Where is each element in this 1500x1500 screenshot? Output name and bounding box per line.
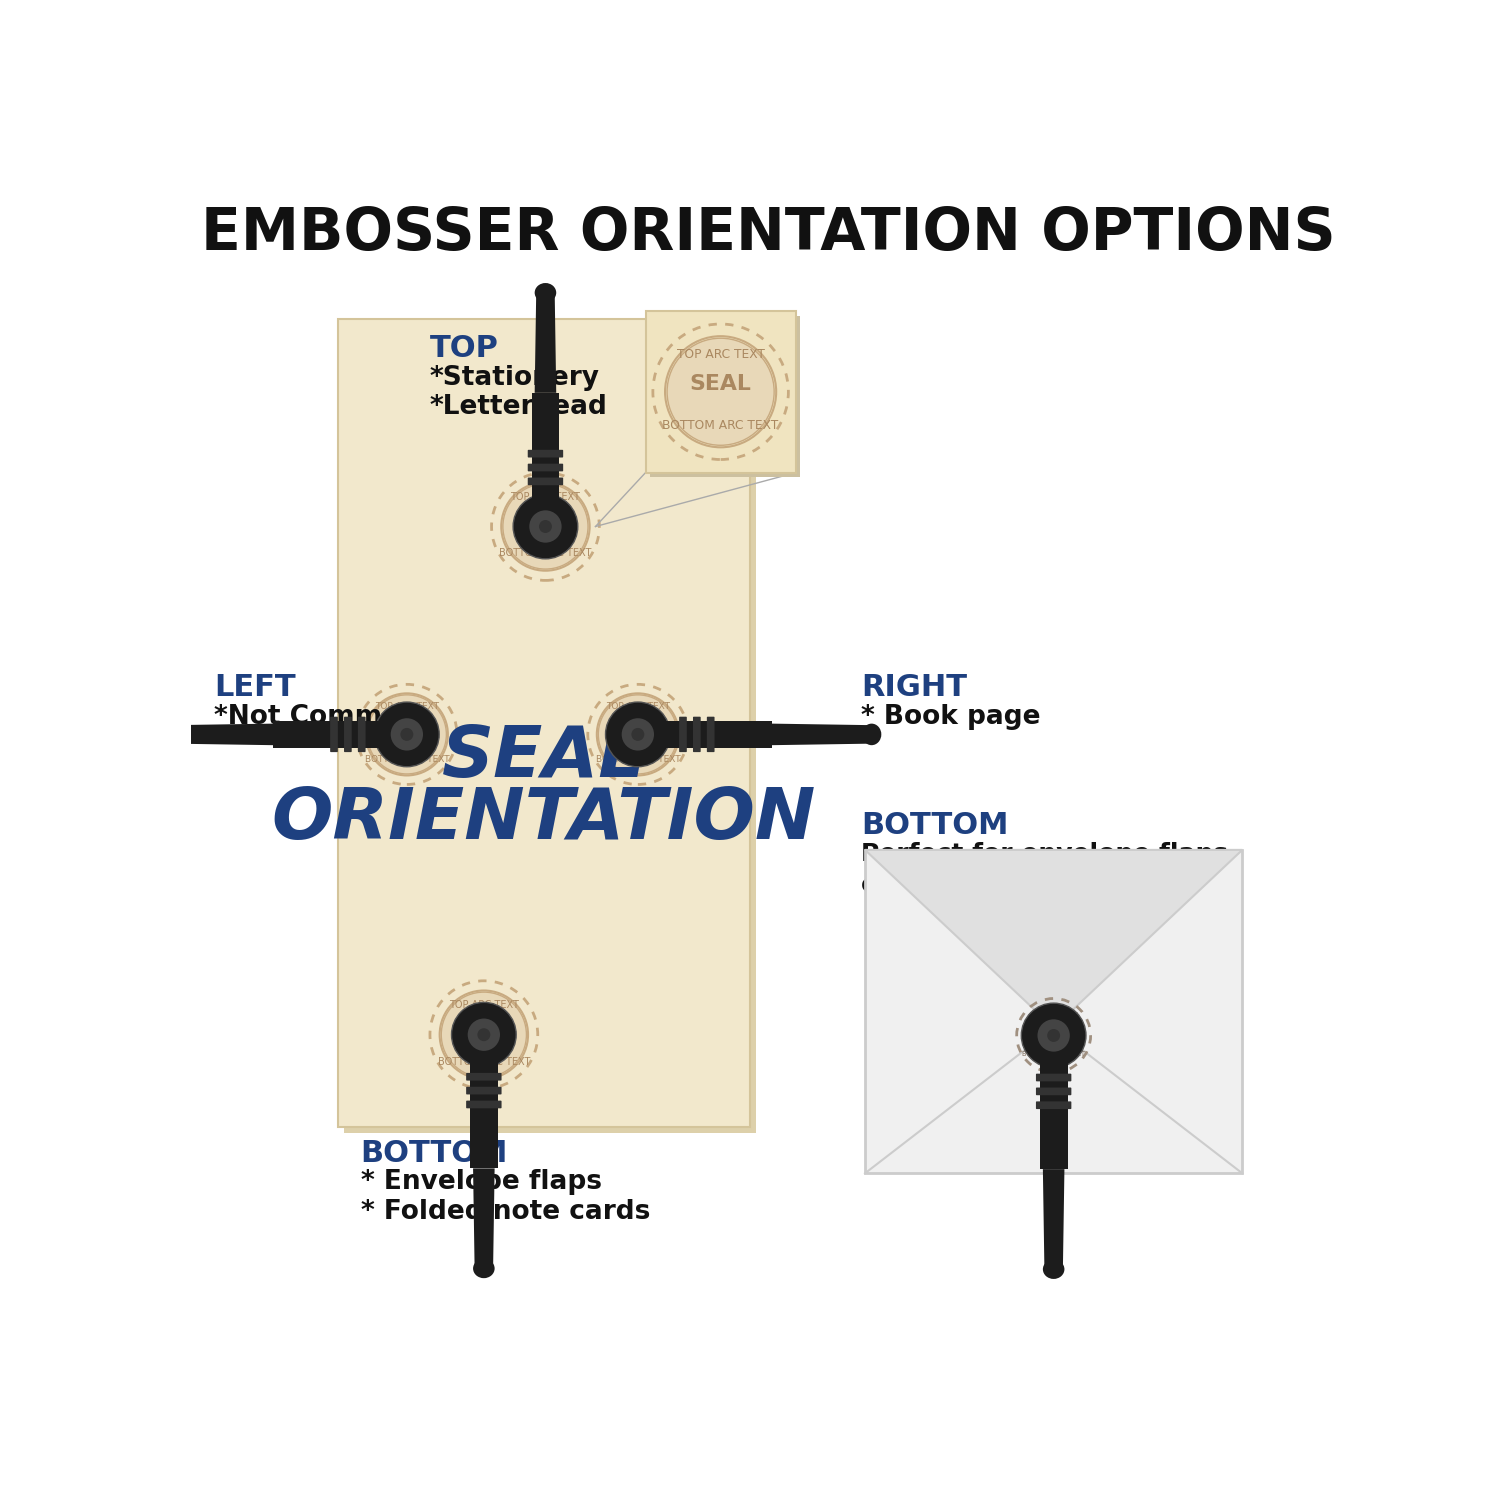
Text: SEAL: SEAL <box>690 374 752 393</box>
FancyBboxPatch shape <box>466 1072 501 1080</box>
FancyBboxPatch shape <box>531 393 560 501</box>
Text: TOP ARC TEXT: TOP ARC TEXT <box>448 1000 519 1010</box>
Circle shape <box>621 718 654 750</box>
Text: TOP ARC TEXT: TOP ARC TEXT <box>606 702 670 711</box>
Text: TOP ARC TEXT: TOP ARC TEXT <box>375 702 440 711</box>
FancyBboxPatch shape <box>466 1088 501 1095</box>
Text: * Envelope flaps: * Envelope flaps <box>360 1170 602 1196</box>
Circle shape <box>468 1019 500 1052</box>
Circle shape <box>477 1028 490 1041</box>
Text: *Letterhead: *Letterhead <box>430 394 608 420</box>
Circle shape <box>538 520 552 532</box>
Text: BOTTOM ARC TEXT: BOTTOM ARC TEXT <box>663 419 778 432</box>
FancyBboxPatch shape <box>706 717 714 752</box>
FancyBboxPatch shape <box>470 1060 498 1168</box>
Text: *Not Common: *Not Common <box>214 704 420 729</box>
Text: SEAL: SEAL <box>384 722 430 736</box>
Polygon shape <box>534 292 556 393</box>
Ellipse shape <box>862 723 882 746</box>
Circle shape <box>1038 1020 1070 1052</box>
Circle shape <box>632 728 645 741</box>
FancyBboxPatch shape <box>344 717 351 752</box>
Text: BOTTOM: BOTTOM <box>360 1138 509 1167</box>
Text: BOTTOM ARC TEXT: BOTTOM ARC TEXT <box>500 549 591 558</box>
FancyBboxPatch shape <box>663 720 771 748</box>
Circle shape <box>503 484 588 568</box>
FancyBboxPatch shape <box>358 717 366 752</box>
Text: *Stationery: *Stationery <box>430 364 600 392</box>
Polygon shape <box>1042 1168 1065 1269</box>
FancyBboxPatch shape <box>1036 1088 1071 1095</box>
FancyBboxPatch shape <box>1040 1062 1068 1168</box>
Circle shape <box>390 718 423 750</box>
Circle shape <box>452 1002 516 1066</box>
Ellipse shape <box>534 284 556 303</box>
Text: ORIENTATION: ORIENTATION <box>272 784 816 853</box>
Circle shape <box>400 728 414 741</box>
Text: SEAL: SEAL <box>615 722 662 736</box>
FancyBboxPatch shape <box>693 717 700 752</box>
Circle shape <box>598 694 678 774</box>
Text: TOP: TOP <box>430 334 500 363</box>
Text: TOP ARC TEXT: TOP ARC TEXT <box>1030 1013 1077 1019</box>
Text: SEAL: SEAL <box>1036 1024 1071 1038</box>
FancyBboxPatch shape <box>330 717 338 752</box>
FancyBboxPatch shape <box>1036 1101 1071 1108</box>
FancyBboxPatch shape <box>528 477 562 484</box>
Polygon shape <box>472 1168 495 1269</box>
FancyBboxPatch shape <box>528 464 562 471</box>
FancyBboxPatch shape <box>273 720 381 748</box>
Circle shape <box>606 702 670 766</box>
Text: * Book page: * Book page <box>861 704 1041 729</box>
Ellipse shape <box>1042 1260 1065 1280</box>
Text: SEAL: SEAL <box>442 723 645 792</box>
Polygon shape <box>771 723 871 746</box>
FancyBboxPatch shape <box>466 1101 501 1108</box>
Circle shape <box>668 338 774 446</box>
Text: SEAL: SEAL <box>520 512 570 530</box>
Text: Perfect for envelope flaps: Perfect for envelope flaps <box>861 842 1228 866</box>
Text: BOTTOM ARC TEXT: BOTTOM ARC TEXT <box>1022 1052 1084 1058</box>
FancyBboxPatch shape <box>338 318 750 1126</box>
FancyBboxPatch shape <box>344 326 756 1134</box>
Polygon shape <box>865 850 1242 1028</box>
FancyBboxPatch shape <box>1036 1074 1071 1082</box>
Circle shape <box>1022 1004 1086 1068</box>
Text: BOTTOM ARC TEXT: BOTTOM ARC TEXT <box>364 754 448 764</box>
Circle shape <box>441 992 526 1077</box>
Text: * Folded note cards: * Folded note cards <box>360 1198 650 1224</box>
Circle shape <box>368 694 447 774</box>
Text: BOTTOM: BOTTOM <box>861 812 1008 840</box>
Polygon shape <box>172 723 273 746</box>
FancyBboxPatch shape <box>680 717 687 752</box>
Text: or bottom of page seals: or bottom of page seals <box>861 873 1198 897</box>
Circle shape <box>513 494 578 560</box>
Ellipse shape <box>472 1258 495 1278</box>
FancyBboxPatch shape <box>650 315 801 477</box>
Text: TOP ARC TEXT: TOP ARC TEXT <box>676 348 765 361</box>
Circle shape <box>375 702 440 766</box>
FancyBboxPatch shape <box>528 450 562 458</box>
Text: RIGHT: RIGHT <box>861 674 968 702</box>
Text: EMBOSSER ORIENTATION OPTIONS: EMBOSSER ORIENTATION OPTIONS <box>201 206 1336 262</box>
Text: BOTTOM ARC TEXT: BOTTOM ARC TEXT <box>596 754 680 764</box>
Ellipse shape <box>164 723 183 746</box>
FancyBboxPatch shape <box>865 850 1242 1173</box>
Circle shape <box>1024 1007 1083 1065</box>
Circle shape <box>1047 1029 1060 1042</box>
Text: TOP ARC TEXT: TOP ARC TEXT <box>510 492 580 502</box>
Text: BOTTOM ARC TEXT: BOTTOM ARC TEXT <box>438 1056 530 1066</box>
Text: SEAL: SEAL <box>459 1019 509 1036</box>
FancyBboxPatch shape <box>645 310 795 472</box>
Circle shape <box>530 510 561 543</box>
Text: LEFT: LEFT <box>214 674 296 702</box>
